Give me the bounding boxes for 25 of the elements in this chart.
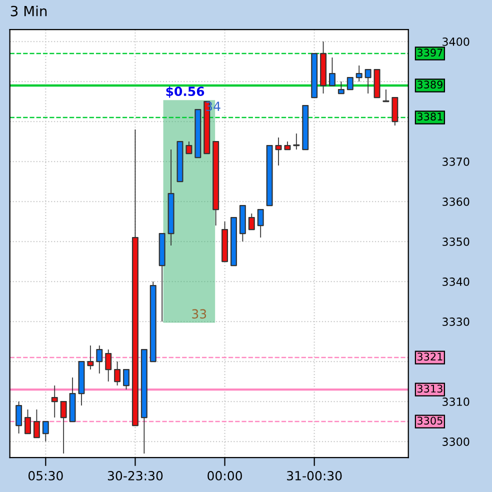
y-tick-label: 3400 xyxy=(442,37,470,46)
candlestick xyxy=(51,386,58,418)
annotation: $0.56 xyxy=(166,86,204,98)
candlestick xyxy=(293,134,300,150)
y-tick-label: 3300 xyxy=(442,438,470,446)
ref-line-label: 3389 xyxy=(417,80,442,89)
ref-line-label: 3381 xyxy=(417,112,442,121)
ref-line-label: 3305 xyxy=(417,416,442,425)
y-tick-label: 3360 xyxy=(442,198,470,206)
y-tick-label: 3370 xyxy=(442,158,470,166)
y-tick-label: 3340 xyxy=(442,278,470,286)
y-tick-label: 3350 xyxy=(442,238,470,246)
ref-line-label: 3313 xyxy=(417,384,442,393)
annotation: 33 xyxy=(192,309,206,319)
y-tick-label: 3310 xyxy=(442,398,470,406)
candlestick xyxy=(275,138,282,166)
x-tick-label: 05:30 xyxy=(28,470,63,480)
x-tick-label: 00:00 xyxy=(208,470,242,480)
candlestick xyxy=(382,90,390,102)
ref-line-label: 3397 xyxy=(417,48,442,57)
x-tick-label: 30-23:30 xyxy=(108,470,163,480)
chart-title: 3 Min xyxy=(10,6,47,16)
ref-line-label: 3321 xyxy=(417,352,442,361)
y-tick-label: 3330 xyxy=(442,318,470,326)
x-tick-label: 31-00:30 xyxy=(287,470,342,480)
